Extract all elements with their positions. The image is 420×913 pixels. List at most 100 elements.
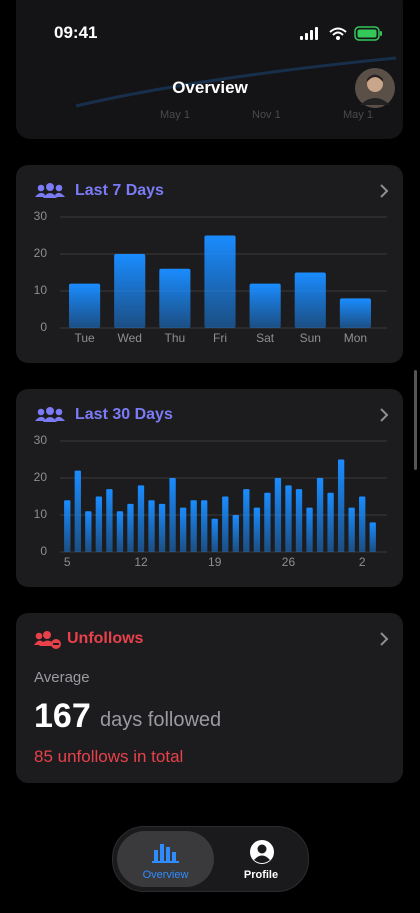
- y-tick-label: 0: [40, 544, 47, 558]
- last-7-days-card[interactable]: Last 7 Days 0 10 20 30 Tue Wed Thu Fri Sat Sun Mon: [16, 165, 403, 363]
- battery-level: [357, 29, 377, 38]
- wifi-dot: [336, 36, 340, 40]
- avatar-body: [360, 98, 390, 105]
- bar: [359, 496, 366, 552]
- bar: [114, 254, 146, 328]
- tab-profile[interactable]: Profile: [218, 831, 304, 887]
- bar: [274, 478, 282, 552]
- chevron: [380, 408, 389, 422]
- tab-overview[interactable]: Overview: [117, 831, 214, 887]
- bar-chart: 0 10 20 30 5 12 19 26 2: [34, 433, 387, 569]
- bar: [339, 298, 372, 328]
- average-label: Average: [34, 669, 90, 686]
- bar: [95, 496, 103, 552]
- status-time: 09:41: [54, 23, 98, 42]
- bar: [74, 470, 81, 552]
- x-tick-label: 2: [359, 555, 366, 569]
- x-tick-label: Thu: [165, 331, 186, 345]
- bar: [253, 507, 261, 552]
- battery: [354, 26, 380, 41]
- signal-bar: [310, 30, 313, 40]
- x-tick-label: Tue: [74, 331, 95, 345]
- x-tick-label: 12: [134, 555, 148, 569]
- status-icons: [300, 26, 382, 41]
- y-tick-label: 20: [34, 470, 48, 484]
- tab-icon: [250, 840, 274, 864]
- avatar-face: [367, 76, 383, 92]
- x-tick-label: 26: [282, 555, 296, 569]
- chevron: [380, 632, 389, 646]
- bar: [106, 489, 113, 552]
- battery-tip: [380, 31, 382, 36]
- y-tick-label: 30: [34, 433, 48, 447]
- bar: [348, 507, 355, 552]
- bar: [232, 515, 239, 552]
- y-tick-label: 10: [34, 507, 48, 521]
- bar: [316, 478, 324, 552]
- average-unit: days followed: [100, 709, 222, 731]
- people-icon: [35, 407, 65, 422]
- bar: [190, 500, 197, 552]
- background-label: May 1: [160, 109, 190, 121]
- bar: [127, 503, 134, 552]
- bar: [179, 507, 187, 552]
- tab-icon: [152, 844, 179, 863]
- unfollow-icon: [34, 631, 61, 649]
- bar: [337, 459, 345, 552]
- tab-label: Profile: [243, 869, 279, 881]
- bar: [294, 272, 326, 328]
- y-tick-label: 20: [34, 246, 48, 260]
- x-tick-label: 19: [208, 555, 222, 569]
- total-text: 85 unfollows in total: [34, 747, 184, 766]
- page-title: Overview: [172, 78, 248, 97]
- bar: [306, 507, 313, 552]
- bar: [222, 496, 229, 552]
- bar: [137, 485, 145, 552]
- bar: [201, 500, 208, 552]
- bar: [158, 503, 166, 552]
- avatar[interactable]: [354, 67, 396, 109]
- background-label: May 1: [343, 109, 373, 121]
- signal-bar: [305, 33, 308, 40]
- card-title: Last 30 Days: [75, 406, 173, 423]
- x-tick-label: Wed: [117, 331, 141, 345]
- unfollows-card[interactable]: Unfollows Average 167 days followed 85 u…: [16, 613, 403, 783]
- bar: [264, 492, 271, 552]
- y-tick-label: 30: [34, 209, 48, 223]
- bar: [369, 522, 376, 552]
- bar: [327, 492, 334, 552]
- card-title: Unfollows: [67, 630, 144, 647]
- bar-chart: 0 10 20 30 Tue Wed Thu Fri Sat Sun Mon: [34, 209, 387, 345]
- x-tick-label: Mon: [344, 331, 367, 345]
- wifi-icon: [329, 27, 347, 36]
- bar: [285, 485, 292, 552]
- background-label: Nov 1: [252, 109, 281, 121]
- bar: [148, 500, 155, 552]
- bar: [159, 268, 191, 328]
- bar: [249, 283, 281, 328]
- x-tick-label: Sun: [300, 331, 321, 345]
- tab-bar: Overview Profile: [112, 826, 309, 892]
- y-tick-label: 10: [34, 283, 48, 297]
- y-tick-label: 0: [40, 320, 47, 334]
- x-tick-label: Sat: [256, 331, 275, 345]
- bar: [204, 235, 236, 328]
- x-tick-label: Fri: [213, 331, 227, 345]
- signal-bar: [300, 36, 303, 40]
- bar: [243, 489, 250, 552]
- bar: [116, 511, 124, 552]
- x-tick-label: 5: [64, 555, 71, 569]
- bar: [211, 518, 218, 552]
- card-title: Last 7 Days: [75, 182, 164, 199]
- last-30-days-card[interactable]: Last 30 Days 0 10 20 30 5 12 19 26 2: [16, 389, 403, 587]
- blurred-chart: [75, 56, 397, 108]
- tab-label: Overview: [142, 869, 189, 881]
- bar: [169, 478, 176, 552]
- scroll-indicator: [414, 370, 417, 470]
- signal-bar: [315, 27, 318, 40]
- chevron: [380, 184, 389, 198]
- avatar-hair: [367, 74, 383, 82]
- bar: [295, 489, 303, 552]
- header-background: May 1 Nov 1 May 1: [16, 0, 403, 139]
